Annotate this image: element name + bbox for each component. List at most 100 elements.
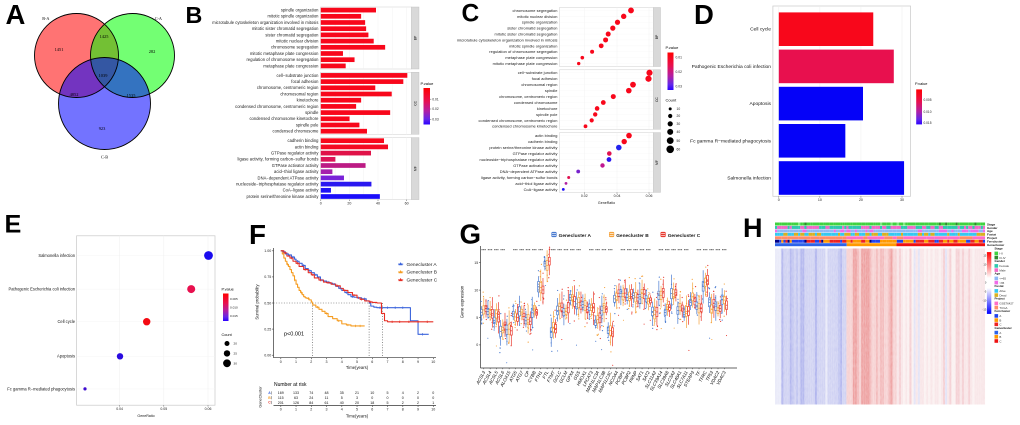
svg-text:Dead: Dead bbox=[999, 293, 1006, 297]
svg-text:5: 5 bbox=[341, 396, 343, 400]
svg-text:CC: CC bbox=[413, 100, 417, 105]
svg-text:metaphase plate congression: metaphase plate congression bbox=[505, 55, 557, 60]
svg-text:CP: CP bbox=[523, 370, 530, 378]
svg-text:Fc gamma R−mediated phagocytos: Fc gamma R−mediated phagocytosis bbox=[690, 138, 771, 144]
svg-text:9: 9 bbox=[417, 408, 419, 412]
svg-text:A: A bbox=[999, 331, 1001, 335]
svg-text:60: 60 bbox=[677, 148, 681, 152]
svg-text:GeneRatio: GeneRatio bbox=[598, 201, 615, 205]
svg-text:TCGA: TCGA bbox=[999, 306, 1007, 310]
svg-text:2: 2 bbox=[310, 408, 312, 412]
svg-text:C: C bbox=[999, 323, 1001, 327]
svg-text:0: 0 bbox=[371, 396, 373, 400]
svg-text:-5: -5 bbox=[984, 290, 987, 294]
svg-text:kinetochore: kinetochore bbox=[297, 98, 319, 103]
svg-text:<=65: <=65 bbox=[999, 277, 1006, 281]
svg-text:TP53: TP53 bbox=[705, 370, 715, 382]
svg-text:H: H bbox=[743, 213, 763, 243]
svg-text:microtubule cytoskeleton organ: microtubule cytoskeleton organization in… bbox=[457, 37, 558, 42]
svg-text:63: 63 bbox=[294, 396, 298, 400]
svg-text:126: 126 bbox=[293, 401, 299, 405]
svg-text:ACSL5: ACSL5 bbox=[487, 370, 499, 386]
svg-text:0.04: 0.04 bbox=[614, 194, 621, 198]
svg-text:40: 40 bbox=[376, 202, 380, 206]
svg-text:2: 2 bbox=[402, 401, 404, 405]
svg-text:4852: 4852 bbox=[70, 92, 79, 97]
svg-text:15: 15 bbox=[983, 254, 986, 258]
svg-text:0: 0 bbox=[432, 391, 434, 395]
svg-text:0: 0 bbox=[387, 396, 389, 400]
svg-text:0.010: 0.010 bbox=[230, 306, 238, 310]
svg-text:61: 61 bbox=[325, 401, 329, 405]
svg-text:5: 5 bbox=[985, 272, 987, 276]
svg-text:condensed chromosome, centrome: condensed chromosome, centromeric region bbox=[479, 118, 558, 123]
svg-text:condensed chromosome: condensed chromosome bbox=[272, 129, 319, 134]
svg-text:Number at risk: Number at risk bbox=[274, 382, 307, 388]
svg-text:p<0.001: p<0.001 bbox=[284, 332, 304, 338]
svg-text:10: 10 bbox=[474, 288, 478, 292]
svg-text:Time(years): Time(years) bbox=[346, 414, 369, 419]
svg-text:TF: TF bbox=[695, 370, 702, 377]
svg-text:Fustat: Fustat bbox=[995, 284, 1004, 288]
svg-text:10: 10 bbox=[431, 360, 435, 364]
svg-text:40: 40 bbox=[677, 130, 681, 134]
svg-text:mitotic metaphase plate congre: mitotic metaphase plate congression bbox=[493, 61, 558, 66]
svg-text:0: 0 bbox=[778, 198, 780, 202]
svg-text:48: 48 bbox=[325, 391, 329, 395]
svg-text:DNA−dependent ATPase activity: DNA−dependent ATPase activity bbox=[258, 175, 320, 180]
svg-text:ACSL6: ACSL6 bbox=[494, 370, 506, 386]
svg-text:condensed chromosome: condensed chromosome bbox=[514, 100, 558, 105]
svg-text:sister chromatid segregation: sister chromatid segregation bbox=[265, 32, 319, 37]
svg-text:20: 20 bbox=[677, 114, 681, 118]
svg-text:Pathogenic Escherichia coli in: Pathogenic Escherichia coli infection bbox=[692, 64, 772, 70]
svg-text:Count: Count bbox=[222, 333, 233, 337]
svg-text:0.04: 0.04 bbox=[116, 407, 123, 411]
svg-text:1: 1 bbox=[295, 360, 297, 364]
svg-text:10: 10 bbox=[983, 263, 986, 267]
svg-text:1.00: 1.00 bbox=[264, 249, 271, 253]
svg-text:115: 115 bbox=[278, 396, 284, 400]
svg-text:GTPase activator activity: GTPase activator activity bbox=[513, 163, 557, 168]
svg-text:G: G bbox=[460, 218, 482, 249]
svg-text:cadherin binding: cadherin binding bbox=[287, 138, 319, 143]
svg-text:spindle organization: spindle organization bbox=[281, 8, 319, 13]
svg-text:actin binding: actin binding bbox=[535, 133, 558, 138]
svg-text:0.02: 0.02 bbox=[581, 194, 588, 198]
svg-text:25: 25 bbox=[234, 352, 238, 356]
svg-text:Gender: Gender bbox=[995, 259, 1006, 263]
svg-text:15: 15 bbox=[474, 261, 478, 265]
svg-text:Salmonella infection: Salmonella infection bbox=[727, 176, 771, 182]
svg-text:B: B bbox=[999, 318, 1001, 322]
svg-text:protein serine/threonine kinas: protein serine/threonine kinase activity bbox=[489, 145, 557, 150]
svg-text:SAT1: SAT1 bbox=[635, 370, 645, 382]
svg-text:nucleoside−triphosphatase regu: nucleoside−triphosphatase regulator acti… bbox=[479, 157, 557, 162]
svg-text:0.25: 0.25 bbox=[264, 327, 271, 331]
svg-text:18: 18 bbox=[370, 401, 374, 405]
svg-text:GTPase activator activity: GTPase activator activity bbox=[272, 163, 320, 168]
svg-text:Female: Female bbox=[999, 264, 1009, 268]
svg-text:2: 2 bbox=[310, 360, 312, 364]
svg-text:Genecluster B: Genecluster B bbox=[407, 270, 437, 276]
svg-text:protein serine/threonine kinas: protein serine/threonine kinase activity bbox=[246, 194, 319, 199]
svg-text:E: E bbox=[5, 211, 22, 239]
svg-text:10: 10 bbox=[431, 408, 435, 412]
svg-text:B-A: B-A bbox=[42, 16, 49, 21]
svg-text:Age: Age bbox=[987, 229, 993, 233]
svg-text:cadherin binding: cadherin binding bbox=[528, 139, 557, 144]
svg-text:D: D bbox=[694, 0, 714, 30]
svg-text:A: A bbox=[6, 0, 26, 30]
svg-text:mitotic spindle organization: mitotic spindle organization bbox=[509, 43, 557, 48]
svg-text:8: 8 bbox=[402, 408, 404, 412]
svg-text:Survival probability: Survival probability bbox=[255, 284, 260, 320]
svg-text:chromosome, centromeric region: chromosome, centromeric region bbox=[257, 85, 319, 90]
svg-text:Count: Count bbox=[666, 98, 678, 103]
svg-text:Fustat: Fustat bbox=[987, 233, 996, 237]
svg-text:0.03: 0.03 bbox=[432, 118, 439, 122]
svg-text:C-B: C-B bbox=[101, 155, 108, 160]
svg-text:CoA−ligase activity: CoA−ligase activity bbox=[524, 187, 558, 192]
svg-text:20: 20 bbox=[347, 202, 351, 206]
svg-text:4: 4 bbox=[341, 360, 343, 364]
svg-text:condensed chromosome kinetocho: condensed chromosome kinetochore bbox=[492, 124, 557, 129]
svg-text:BP: BP bbox=[413, 35, 417, 40]
svg-text:201: 201 bbox=[278, 401, 284, 405]
